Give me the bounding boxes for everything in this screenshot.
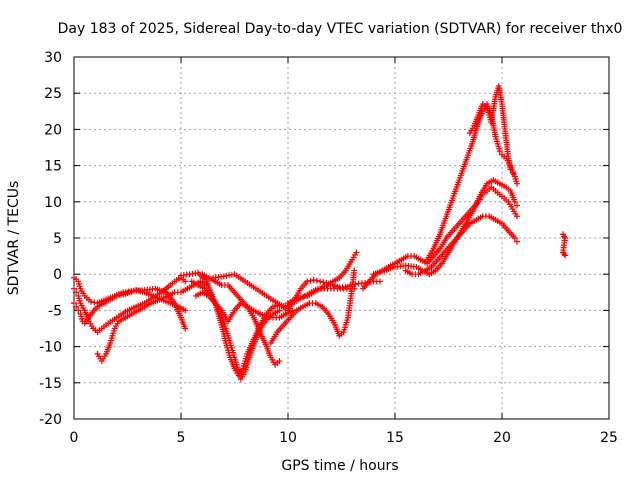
y-tick-label: 30 xyxy=(44,50,62,66)
y-tick-label: -20 xyxy=(39,412,62,428)
data-points xyxy=(71,82,569,383)
y-tick-label: 20 xyxy=(44,122,62,138)
grid xyxy=(74,57,609,419)
y-tick-label: -5 xyxy=(48,303,62,319)
chart-title: Day 183 of 2025, Sidereal Day-to-day VTE… xyxy=(58,21,623,37)
series-track-n xyxy=(402,213,520,278)
x-tick-label: 0 xyxy=(70,430,79,446)
data-markers xyxy=(466,82,516,176)
series-track-p xyxy=(466,82,516,176)
x-tick-label: 10 xyxy=(279,430,297,446)
data-markers xyxy=(402,213,520,278)
data-markers xyxy=(285,249,360,307)
y-tick-label: 5 xyxy=(53,231,62,247)
x-tick-label: 20 xyxy=(493,430,511,446)
y-axis-label: SDTVAR / TECUs xyxy=(6,181,22,296)
x-tick-label: 15 xyxy=(386,430,404,446)
x-tick-label: 5 xyxy=(177,430,186,446)
y-tick-label: 0 xyxy=(53,267,62,283)
data-markers xyxy=(192,289,283,368)
x-tick-label: 25 xyxy=(600,430,618,446)
x-axis-label: GPS time / hours xyxy=(281,458,398,474)
series-track-j xyxy=(267,267,358,346)
series-track-g xyxy=(192,289,283,368)
series-track-h xyxy=(199,271,296,321)
y-tick-label: -10 xyxy=(39,340,62,356)
y-tick-label: 15 xyxy=(44,159,62,175)
y-tick-label: 25 xyxy=(44,86,62,102)
axis-ticks: 0 5 10 15 20 25 -20 -15 -10 -5 0 5 10 15 20 25 30 xyxy=(39,50,618,446)
series-track-k xyxy=(285,249,360,307)
series-track-q xyxy=(559,231,569,259)
y-tick-label: -15 xyxy=(39,376,62,392)
y-tick-label: 10 xyxy=(44,195,62,211)
data-markers xyxy=(267,267,358,346)
data-markers xyxy=(559,231,569,259)
data-markers xyxy=(199,271,296,321)
